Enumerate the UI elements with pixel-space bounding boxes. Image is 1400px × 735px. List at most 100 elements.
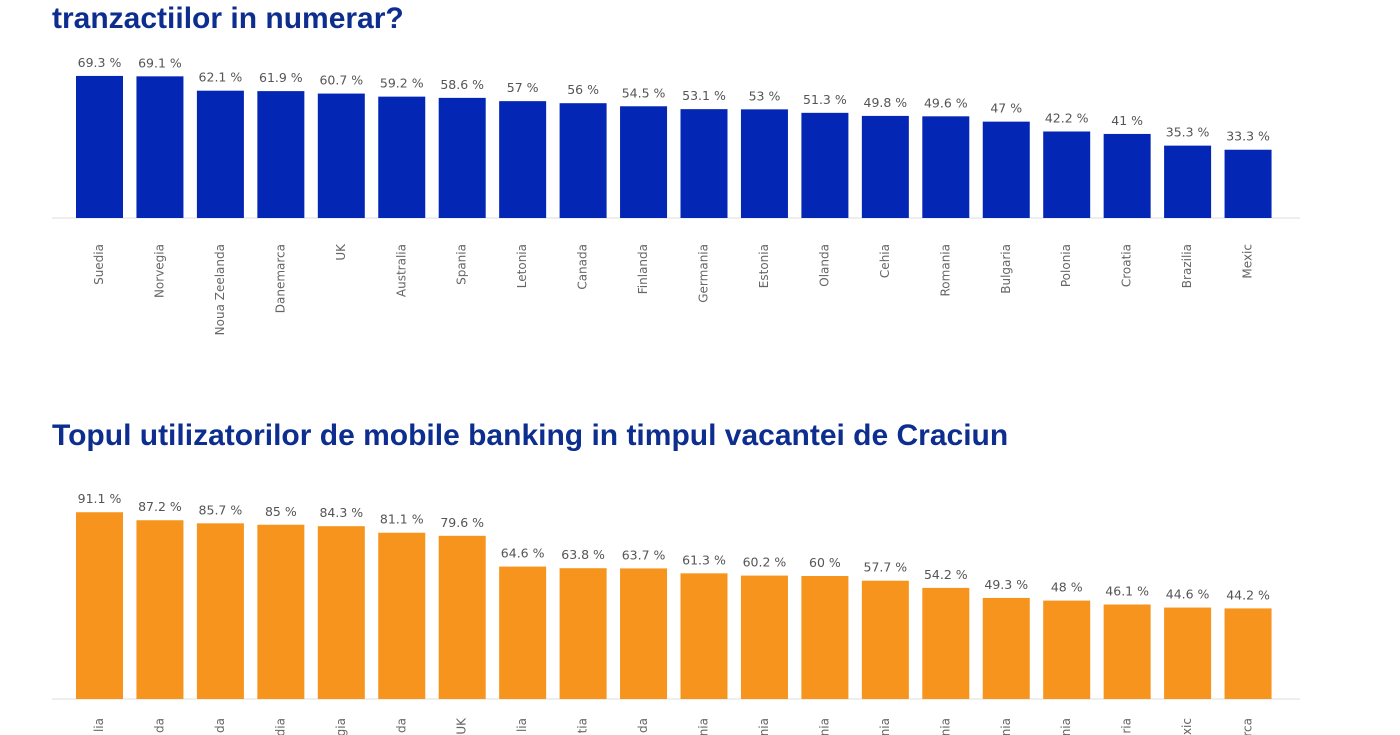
value-label: 60.7 %	[319, 73, 363, 88]
bar	[801, 112, 849, 218]
category-label: nia	[878, 718, 892, 735]
bar	[1164, 145, 1212, 218]
bar	[317, 93, 365, 218]
bar	[317, 526, 365, 699]
value-label: 46.1 %	[1105, 583, 1149, 598]
value-label: 87.2 %	[138, 499, 182, 514]
category-label: Finlanda	[636, 244, 650, 294]
bar	[378, 96, 426, 218]
category-label: xic	[1180, 718, 1194, 735]
category-label: Croatia	[1120, 244, 1134, 287]
bar	[76, 75, 123, 218]
category-label: Mexic	[1241, 244, 1255, 279]
bar	[378, 532, 426, 699]
value-label: 84.3 %	[319, 505, 363, 520]
bar	[680, 573, 728, 699]
bar	[1103, 604, 1151, 699]
value-label: 61.9 %	[259, 70, 303, 85]
value-label: 59.2 %	[380, 76, 424, 91]
value-label: 69.1 %	[138, 55, 182, 70]
category-label: Spania	[455, 244, 469, 285]
category-label: da	[152, 718, 166, 733]
category-label: ria	[1120, 718, 1134, 734]
value-label: 53.1 %	[682, 88, 726, 103]
bar	[680, 109, 728, 218]
chart-title: Topul utilizatorilor de mobile banking i…	[52, 419, 1008, 452]
bar	[982, 597, 1030, 699]
category-label: da	[636, 718, 650, 733]
category-label: Canada	[576, 244, 590, 290]
bar	[740, 109, 788, 218]
bar	[499, 101, 547, 218]
value-label: 56 %	[567, 82, 599, 97]
value-label: 61.3 %	[682, 552, 726, 567]
bar	[922, 116, 970, 218]
category-label: rca	[1241, 718, 1255, 735]
bar	[1043, 600, 1091, 699]
bar	[196, 90, 244, 218]
value-label: 57.7 %	[864, 560, 908, 575]
bar	[499, 566, 547, 699]
bar	[620, 568, 668, 699]
value-label: 47 %	[990, 101, 1022, 116]
category-label: Bulgaria	[999, 244, 1013, 294]
value-label: 91.1 %	[78, 491, 122, 506]
category-label: Brazilia	[1180, 244, 1194, 288]
value-label: 42.2 %	[1045, 110, 1089, 125]
category-label: Letonia	[515, 244, 529, 288]
value-label: 33.3 %	[1226, 129, 1270, 144]
value-label: 49.8 %	[864, 95, 908, 110]
bar	[136, 520, 184, 699]
bar	[438, 97, 486, 218]
category-label: da	[394, 718, 408, 733]
value-label: 41 %	[1111, 113, 1143, 128]
value-label: 63.8 %	[561, 547, 605, 562]
category-label: Danemarca	[273, 244, 287, 313]
category-label: UK	[334, 243, 348, 261]
value-label: 63.7 %	[622, 547, 666, 562]
category-label: da	[213, 718, 227, 733]
category-label: lia	[515, 718, 529, 732]
value-label: 85.7 %	[199, 502, 243, 517]
category-label: Romania	[938, 244, 952, 296]
bar	[620, 106, 668, 218]
category-label: Estonia	[757, 244, 771, 288]
category-label: tia	[576, 718, 590, 733]
value-label: 57 %	[507, 80, 539, 95]
category-label: Norvegia	[152, 244, 166, 298]
value-label: 64.6 %	[501, 546, 545, 561]
category-label: Olanda	[817, 244, 831, 287]
bar	[438, 535, 486, 699]
value-label: 69.3 %	[78, 55, 122, 70]
bar	[196, 523, 244, 699]
bar	[257, 524, 305, 699]
category-label: Polonia	[1059, 244, 1073, 287]
category-label: Suedia	[92, 244, 106, 285]
bar	[136, 76, 184, 218]
value-label: 54.5 %	[622, 85, 666, 100]
category-label: dia	[273, 718, 287, 735]
value-label: 49.6 %	[924, 95, 968, 110]
value-label: 51.3 %	[803, 92, 847, 107]
value-label: 58.6 %	[440, 77, 484, 92]
bar	[1043, 131, 1091, 218]
bar	[922, 587, 970, 699]
bar	[1224, 149, 1272, 218]
value-label: 85 %	[265, 504, 297, 519]
bar	[740, 575, 788, 699]
value-label: 62.1 %	[199, 70, 243, 85]
bar	[559, 103, 607, 218]
value-label: 49.3 %	[984, 577, 1028, 592]
bar	[257, 91, 305, 218]
category-label: lia	[92, 718, 106, 732]
bar	[801, 576, 849, 699]
bar	[861, 580, 909, 699]
category-label: gia	[334, 718, 348, 735]
value-label: 79.6 %	[440, 515, 484, 530]
bar	[559, 568, 607, 699]
value-label: 44.2 %	[1226, 587, 1270, 602]
category-label: Cehia	[878, 244, 892, 278]
category-label: nia	[757, 718, 771, 735]
category-label: UK	[455, 717, 469, 735]
